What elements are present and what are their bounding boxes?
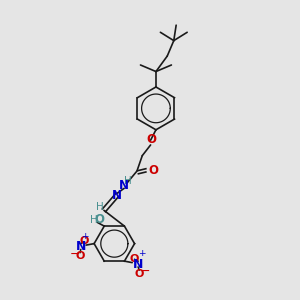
Text: O: O <box>94 213 104 226</box>
Text: O: O <box>148 164 159 177</box>
Text: O: O <box>76 251 85 261</box>
Text: O: O <box>80 236 89 246</box>
Text: N: N <box>76 240 86 253</box>
Text: O: O <box>135 268 144 279</box>
Text: N: N <box>133 258 143 271</box>
Text: H: H <box>96 202 103 212</box>
Text: +: + <box>81 232 89 241</box>
Text: H: H <box>124 176 132 186</box>
Text: N: N <box>112 189 122 202</box>
Text: N: N <box>119 178 129 192</box>
Text: −: − <box>70 248 81 260</box>
Text: H: H <box>90 214 98 225</box>
Text: +: + <box>139 249 146 258</box>
Text: −: − <box>140 265 151 278</box>
Text: O: O <box>129 254 139 264</box>
Text: O: O <box>147 133 157 146</box>
